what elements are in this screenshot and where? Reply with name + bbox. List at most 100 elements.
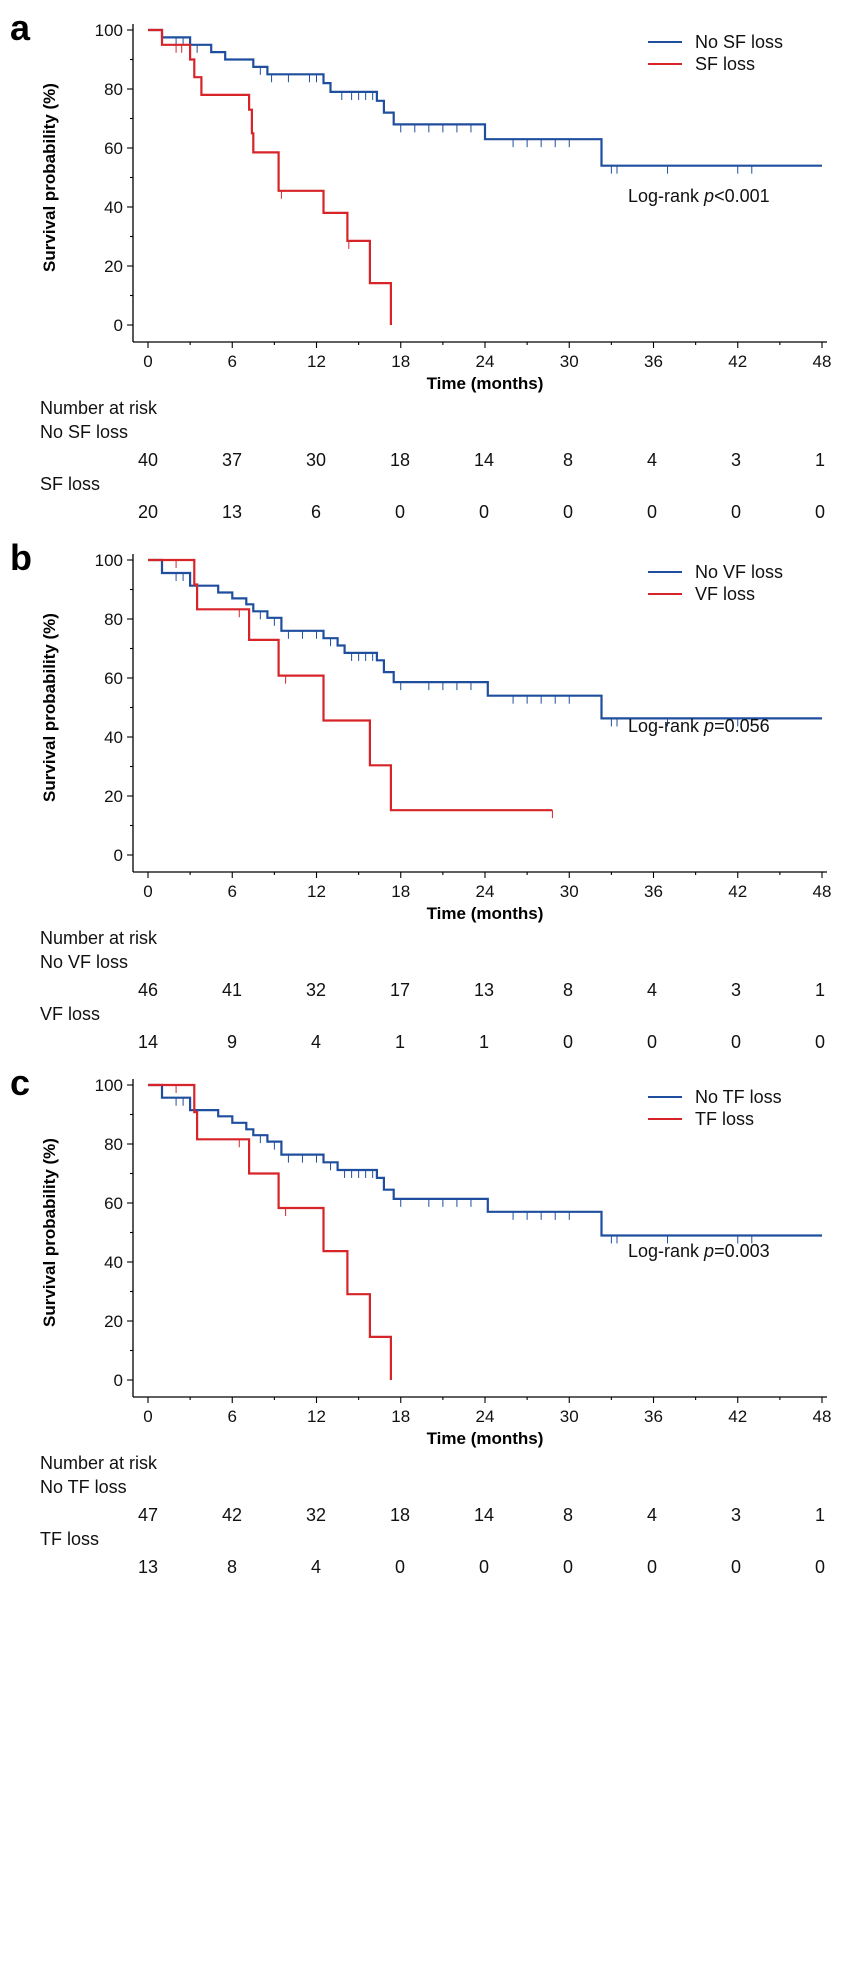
risk-value: 8 [563, 450, 573, 470]
risk-value: 32 [306, 980, 326, 1000]
x-tick-label: 12 [307, 882, 326, 901]
risk-value: 4 [311, 1557, 321, 1577]
x-tick-label: 30 [560, 1407, 579, 1426]
risk-value: 0 [731, 1557, 741, 1577]
legend-label: TF loss [695, 1109, 754, 1129]
risk-group-label: No TF loss [40, 1477, 127, 1497]
y-tick-label: 0 [114, 846, 123, 865]
series-line-loss [148, 558, 553, 812]
y-tick-label: 20 [104, 1312, 123, 1331]
panel-label: a [10, 7, 31, 48]
x-tick-label: 36 [644, 1407, 663, 1426]
risk-value: 1 [815, 450, 825, 470]
x-tick-label: 30 [560, 882, 579, 901]
risk-group-label: No SF loss [40, 422, 128, 442]
risk-value: 41 [222, 980, 242, 1000]
annotation-prefix: Log-rank [628, 1241, 704, 1261]
x-tick-label: 6 [228, 352, 237, 371]
x-tick-label: 36 [644, 352, 663, 371]
series-line-no-loss [148, 1083, 822, 1237]
risk-value: 40 [138, 450, 158, 470]
x-tick-label: 0 [143, 1407, 152, 1426]
risk-value: 0 [395, 502, 405, 522]
x-tick-label: 0 [143, 882, 152, 901]
x-axis-title: Time (months) [427, 904, 544, 923]
risk-value: 20 [138, 502, 158, 522]
x-axis-title: Time (months) [427, 1429, 544, 1448]
risk-value: 8 [563, 980, 573, 1000]
y-tick-label: 20 [104, 787, 123, 806]
risk-value: 47 [138, 1505, 158, 1525]
risk-value: 0 [563, 1557, 573, 1577]
risk-value: 0 [731, 502, 741, 522]
annotation-suffix: =0.056 [714, 716, 770, 736]
risk-value: 4 [647, 1505, 657, 1525]
risk-value: 18 [390, 450, 410, 470]
y-tick-label: 60 [104, 669, 123, 688]
x-tick-label: 24 [476, 1407, 495, 1426]
risk-value: 0 [731, 1032, 741, 1052]
risk-value: 1 [395, 1032, 405, 1052]
x-tick-label: 12 [307, 352, 326, 371]
panel-label: c [10, 1062, 30, 1103]
risk-value: 3 [731, 980, 741, 1000]
risk-value: 0 [647, 1557, 657, 1577]
legend-label: No SF loss [695, 32, 783, 52]
risk-value: 0 [815, 502, 825, 522]
annotation-p: p [703, 716, 714, 736]
risk-value: 4 [647, 980, 657, 1000]
risk-value: 0 [563, 502, 573, 522]
risk-table-title: Number at risk [40, 1453, 158, 1473]
risk-value: 37 [222, 450, 242, 470]
x-tick-label: 12 [307, 1407, 326, 1426]
risk-value: 13 [222, 502, 242, 522]
x-tick-label: 42 [728, 352, 747, 371]
risk-value: 42 [222, 1505, 242, 1525]
risk-value: 13 [474, 980, 494, 1000]
risk-value: 0 [479, 1557, 489, 1577]
annotation-p: p [703, 186, 714, 206]
x-tick-label: 6 [228, 882, 237, 901]
risk-table-title: Number at risk [40, 398, 158, 418]
x-tick-label: 24 [476, 352, 495, 371]
risk-value: 0 [479, 502, 489, 522]
y-tick-label: 80 [104, 1135, 123, 1154]
y-axis-title: Survival probability (%) [40, 83, 59, 272]
y-tick-label: 40 [104, 198, 123, 217]
y-tick-label: 80 [104, 80, 123, 99]
logrank-annotation: Log-rank p=0.056 [628, 716, 770, 736]
annotation-prefix: Log-rank [628, 716, 704, 736]
legend-label: No TF loss [695, 1087, 782, 1107]
risk-value: 8 [563, 1505, 573, 1525]
y-tick-label: 100 [95, 21, 123, 40]
risk-value: 46 [138, 980, 158, 1000]
x-tick-label: 6 [228, 1407, 237, 1426]
y-tick-label: 100 [95, 1076, 123, 1095]
y-tick-label: 100 [95, 551, 123, 570]
risk-value: 0 [563, 1032, 573, 1052]
risk-value: 14 [138, 1032, 158, 1052]
y-axis-title: Survival probability (%) [40, 1138, 59, 1327]
risk-value: 30 [306, 450, 326, 470]
y-axis-title: Survival probability (%) [40, 613, 59, 802]
x-axis-title: Time (months) [427, 374, 544, 393]
annotation-suffix: =0.003 [714, 1241, 770, 1261]
risk-value: 14 [474, 1505, 494, 1525]
risk-value: 0 [647, 1032, 657, 1052]
logrank-annotation: Log-rank p=0.003 [628, 1241, 770, 1261]
risk-value: 0 [815, 1557, 825, 1577]
x-tick-label: 48 [813, 352, 832, 371]
risk-group-label: TF loss [40, 1529, 99, 1549]
y-tick-label: 40 [104, 1253, 123, 1272]
x-tick-label: 18 [391, 882, 410, 901]
legend-label: SF loss [695, 54, 755, 74]
series-line-no-loss [148, 28, 822, 167]
series-line-loss [148, 1083, 392, 1380]
x-tick-label: 48 [813, 1407, 832, 1426]
risk-group-label: No VF loss [40, 952, 128, 972]
annotation-prefix: Log-rank [628, 186, 704, 206]
risk-value: 32 [306, 1505, 326, 1525]
